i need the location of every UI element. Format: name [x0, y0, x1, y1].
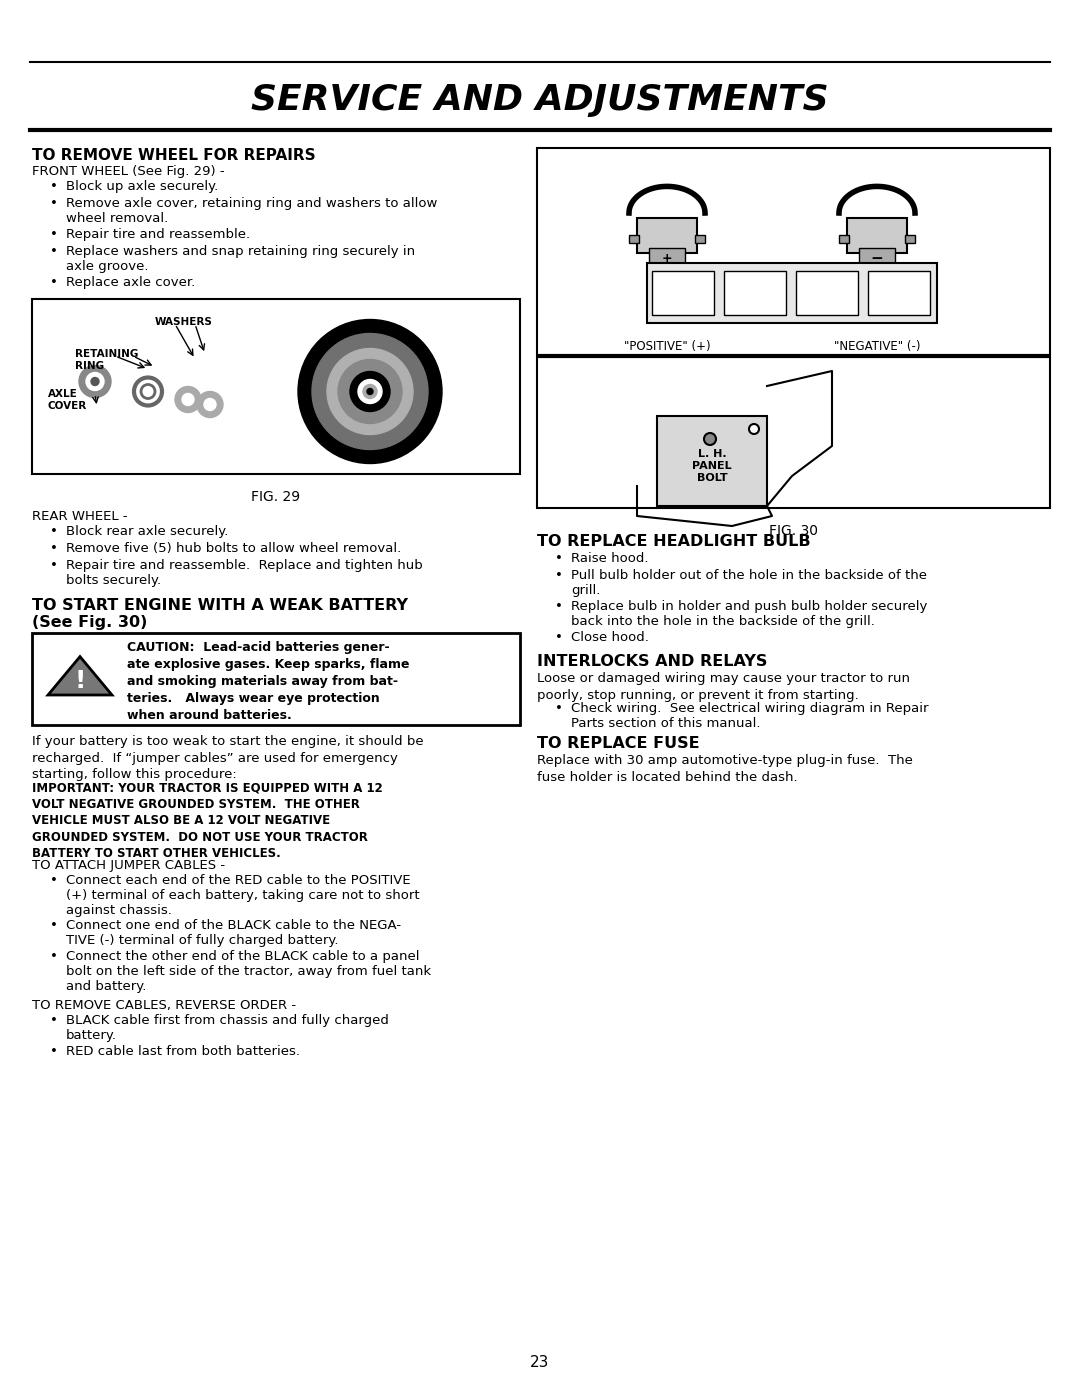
Bar [724, 271, 786, 315]
Text: TO REMOVE CABLES, REVERSE ORDER -: TO REMOVE CABLES, REVERSE ORDER - [32, 1000, 296, 1012]
Bar [537, 148, 1050, 507]
Text: •: • [555, 551, 563, 565]
Text: Replace axle cover.: Replace axle cover. [66, 276, 195, 289]
Text: •: • [50, 542, 58, 556]
Text: "NEGATIVE" (-): "NEGATIVE" (-) [834, 340, 920, 353]
Bar [696, 235, 705, 243]
Circle shape [86, 373, 104, 390]
Text: SERVICE AND ADJUSTMENTS: SERVICE AND ADJUSTMENTS [252, 82, 828, 117]
Text: Replace washers and snap retaining ring securely in
axle groove.: Replace washers and snap retaining ring … [66, 245, 415, 274]
Circle shape [298, 319, 442, 463]
Text: RED cable last from both batteries.: RED cable last from both batteries. [66, 1045, 300, 1057]
Text: Connect each end of the RED cable to the POSITIVE
(+) terminal of each battery, : Connect each end of the RED cable to the… [66, 874, 420, 917]
Bar [32, 632, 519, 725]
Text: •: • [50, 180, 58, 192]
Text: (See Fig. 30): (See Fig. 30) [32, 615, 147, 630]
Text: −: − [870, 250, 883, 265]
Circle shape [750, 424, 759, 434]
Text: IMPORTANT: YOUR TRACTOR IS EQUIPPED WITH A 12
VOLT NEGATIVE GROUNDED SYSTEM.  TH: IMPORTANT: YOUR TRACTOR IS EQUIPPED WITH… [32, 781, 382, 859]
Text: •: • [50, 950, 58, 962]
Text: •: • [50, 245, 58, 258]
Text: FRONT WHEEL (See Fig. 29) -: FRONT WHEEL (See Fig. 29) - [32, 165, 225, 177]
Text: 23: 23 [530, 1354, 550, 1370]
Text: TO REPLACE HEADLIGHT BULB: TO REPLACE HEADLIGHT BULB [537, 534, 811, 549]
Text: •: • [555, 569, 563, 582]
Text: Pull bulb holder out of the hole in the backside of the
grill.: Pull bulb holder out of the hole in the … [571, 569, 927, 597]
Text: TO REPLACE FUSE: TO REPLACE FUSE [537, 736, 700, 751]
Text: •: • [50, 276, 58, 289]
Text: FIG. 30: FIG. 30 [769, 524, 818, 538]
Text: •: • [50, 197, 58, 210]
Circle shape [91, 378, 99, 385]
Text: •: • [555, 703, 563, 715]
Text: AXLE
COVER: AXLE COVER [48, 389, 87, 411]
Text: If your battery is too weak to start the engine, it should be
recharged.  If “ju: If your battery is too weak to start the… [32, 736, 423, 781]
Circle shape [367, 389, 373, 395]
Text: Repair tire and reassemble.  Replace and tighten hub
bolts securely.: Repair tire and reassemble. Replace and … [66, 560, 422, 587]
Bar [652, 271, 714, 315]
Text: •: • [50, 1013, 58, 1027]
Text: •: • [50, 228, 58, 241]
Text: TO ATTACH JUMPER CABLES -: TO ATTACH JUMPER CABLES - [32, 859, 225, 872]
Bar [868, 271, 930, 315]
Text: •: • [50, 874, 58, 887]
Circle shape [197, 392, 222, 418]
Text: RETAINING
RING: RETAINING RING [75, 349, 138, 371]
Text: Check wiring.  See electrical wiring diagram in Repair
Parts section of this man: Check wiring. See electrical wiring diag… [571, 703, 929, 730]
Bar [905, 235, 915, 243]
Circle shape [363, 385, 377, 399]
Text: •: • [50, 1045, 58, 1057]
Text: Remove five (5) hub bolts to allow wheel removal.: Remove five (5) hub bolts to allow wheel… [66, 542, 402, 556]
Text: FIG. 29: FIG. 29 [252, 490, 300, 505]
Text: L. H.
PANEL
BOLT: L. H. PANEL BOLT [692, 450, 732, 483]
Bar [657, 417, 767, 506]
Bar [847, 219, 907, 253]
Text: Replace bulb in holder and push bulb holder securely
back into the hole in the b: Replace bulb in holder and push bulb hol… [571, 600, 928, 628]
Text: Repair tire and reassemble.: Repair tire and reassemble. [66, 228, 251, 241]
Text: INTERLOCKS AND RELAYS: INTERLOCKS AND RELAYS [537, 654, 768, 670]
Bar [649, 248, 685, 268]
Text: BLACK cable first from chassis and fully charged
battery.: BLACK cable first from chassis and fully… [66, 1013, 389, 1042]
Text: •: • [555, 600, 563, 613]
Text: Remove axle cover, retaining ring and washers to allow
wheel removal.: Remove axle cover, retaining ring and wa… [66, 197, 437, 226]
Circle shape [175, 386, 201, 412]
Text: TO START ENGINE WITH A WEAK BATTERY: TO START ENGINE WITH A WEAK BATTERY [32, 598, 408, 613]
Circle shape [327, 348, 413, 434]
Text: Connect the other end of the BLACK cable to a panel
bolt on the left side of the: Connect the other end of the BLACK cable… [66, 950, 431, 993]
Text: +: + [662, 252, 673, 264]
Bar [629, 235, 639, 243]
Bar [839, 235, 849, 243]
Text: •: • [50, 560, 58, 572]
Text: Raise hood.: Raise hood. [571, 551, 648, 565]
Bar [32, 298, 519, 474]
Bar [859, 248, 895, 268]
Circle shape [357, 380, 382, 403]
Text: Close hood.: Close hood. [571, 631, 649, 644]
Circle shape [350, 371, 390, 411]
Circle shape [338, 359, 402, 424]
Text: WASHERS: WASHERS [156, 318, 213, 327]
Circle shape [312, 334, 428, 450]
Text: •: • [50, 525, 58, 538]
Text: CAUTION:  Lead-acid batteries gener-
ate explosive gases. Keep sparks, flame
and: CAUTION: Lead-acid batteries gener- ate … [127, 641, 409, 722]
Text: Loose or damaged wiring may cause your tractor to run
poorly, stop running, or p: Loose or damaged wiring may cause your t… [537, 672, 910, 701]
Text: Block rear axle securely.: Block rear axle securely. [66, 525, 228, 538]
Text: "POSITIVE" (+): "POSITIVE" (+) [623, 340, 711, 353]
Circle shape [183, 393, 194, 406]
Text: •: • [555, 631, 563, 644]
Circle shape [204, 399, 216, 411]
Text: REAR WHEEL -: REAR WHEEL - [32, 510, 127, 522]
Text: Block up axle securely.: Block up axle securely. [66, 180, 218, 192]
Polygon shape [48, 657, 112, 694]
Text: Replace with 30 amp automotive-type plug-in fuse.  The
fuse holder is located be: Replace with 30 amp automotive-type plug… [537, 754, 913, 784]
Circle shape [704, 433, 716, 446]
Text: !: ! [75, 668, 85, 693]
Text: Connect one end of the BLACK cable to the NEGA-
TIVE (-) terminal of fully charg: Connect one end of the BLACK cable to th… [66, 918, 401, 947]
Bar [637, 219, 697, 253]
Bar [647, 263, 937, 323]
Bar [796, 271, 858, 315]
Circle shape [79, 366, 111, 397]
Text: •: • [50, 918, 58, 932]
Text: TO REMOVE WHEEL FOR REPAIRS: TO REMOVE WHEEL FOR REPAIRS [32, 148, 315, 164]
